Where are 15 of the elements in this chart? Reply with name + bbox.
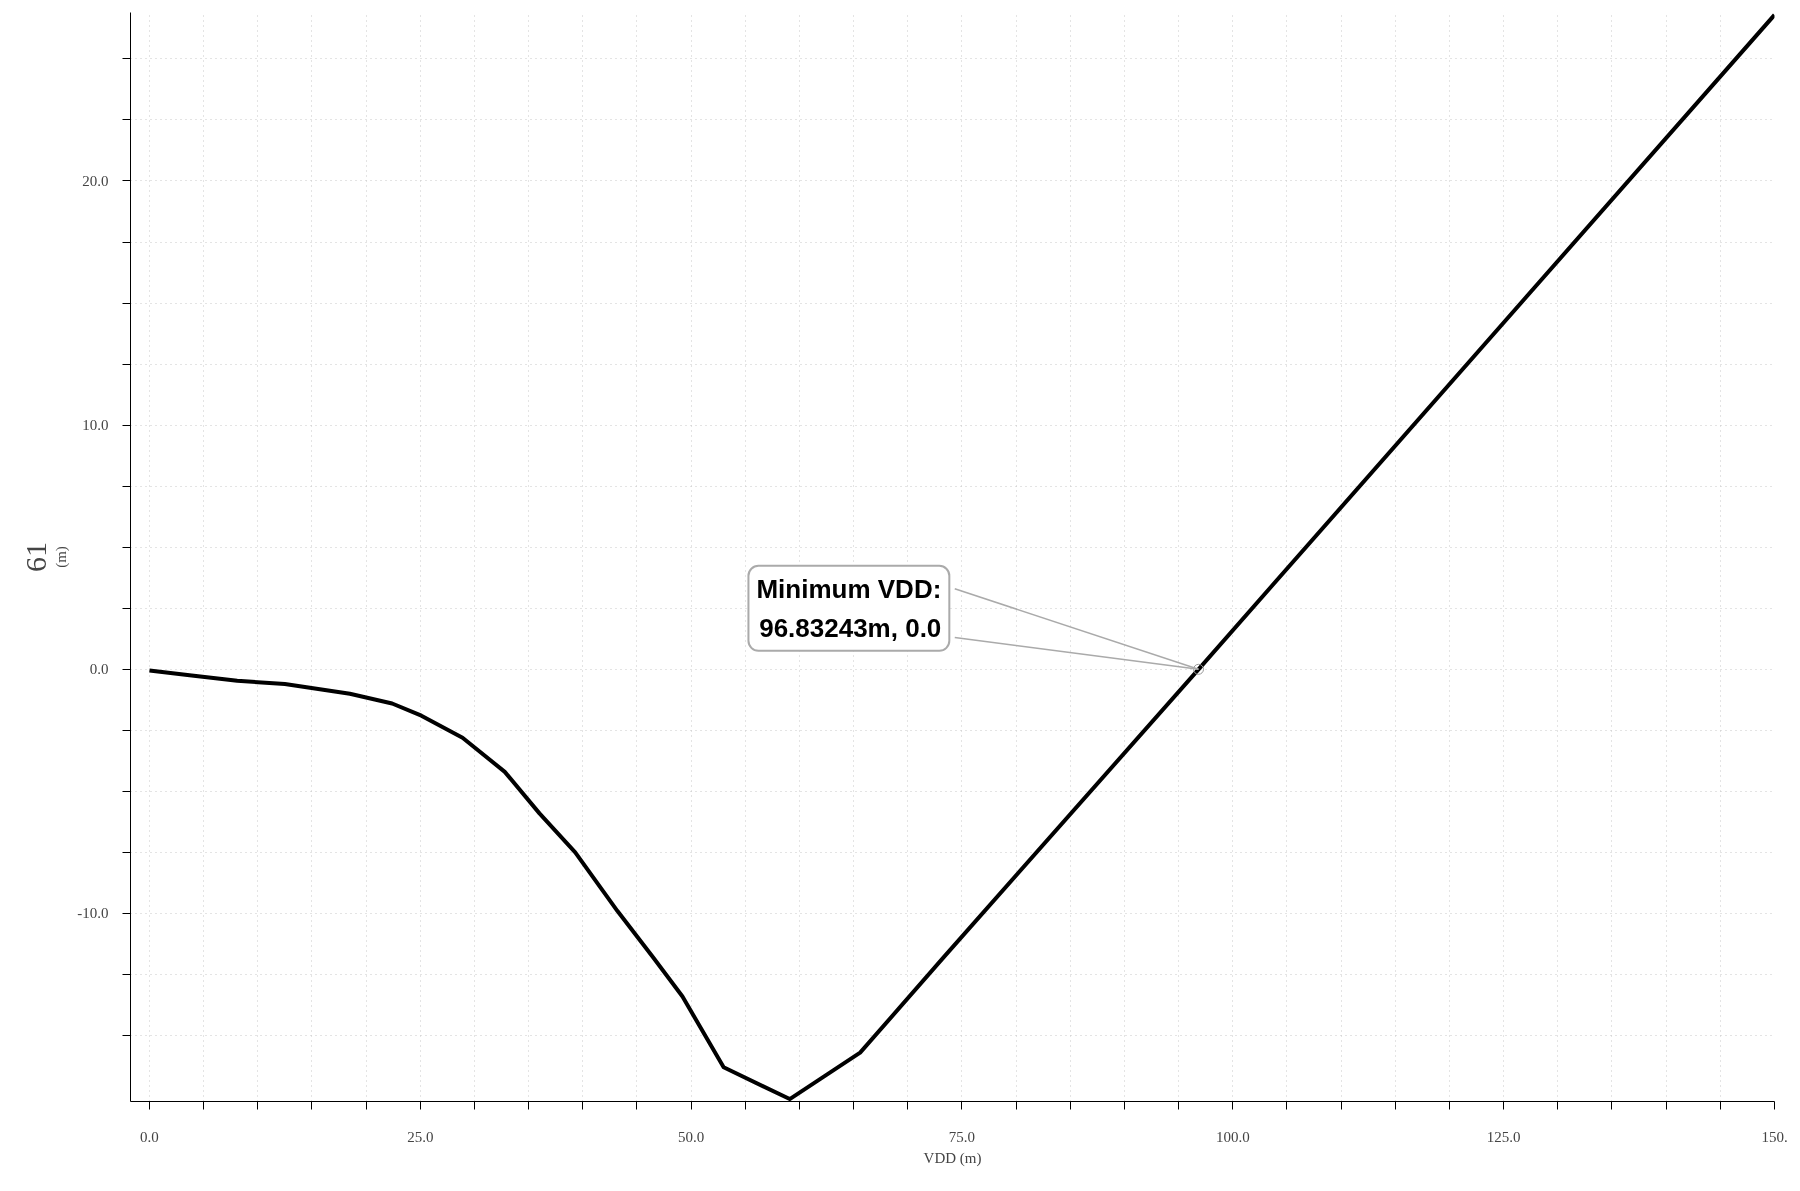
y-axis-title: (m) bbox=[53, 546, 71, 568]
y-tick-label: 0.0 bbox=[89, 661, 109, 678]
y-tick-label: 10.0 bbox=[82, 417, 109, 434]
y-tick-label: 20.0 bbox=[82, 172, 109, 189]
x-tick-label: 0.0 bbox=[140, 1128, 159, 1145]
x-tick-label: 100.0 bbox=[1215, 1128, 1250, 1145]
x-tick-label: 75.0 bbox=[948, 1128, 976, 1145]
text: 61 bbox=[18, 542, 52, 572]
annotation: Minimum VDD: 96.83243m, 0.0 bbox=[756, 573, 942, 643]
x-tick-label: 50.0 bbox=[678, 1128, 705, 1145]
x-tick-label: 150. bbox=[1761, 1128, 1788, 1145]
y-tick-label: -10.0 bbox=[77, 905, 109, 922]
x-tick-label: 125.0 bbox=[1486, 1128, 1521, 1145]
x-axis-title: VDD (m) bbox=[923, 1149, 982, 1167]
x-tick-label: 25.0 bbox=[407, 1128, 434, 1145]
